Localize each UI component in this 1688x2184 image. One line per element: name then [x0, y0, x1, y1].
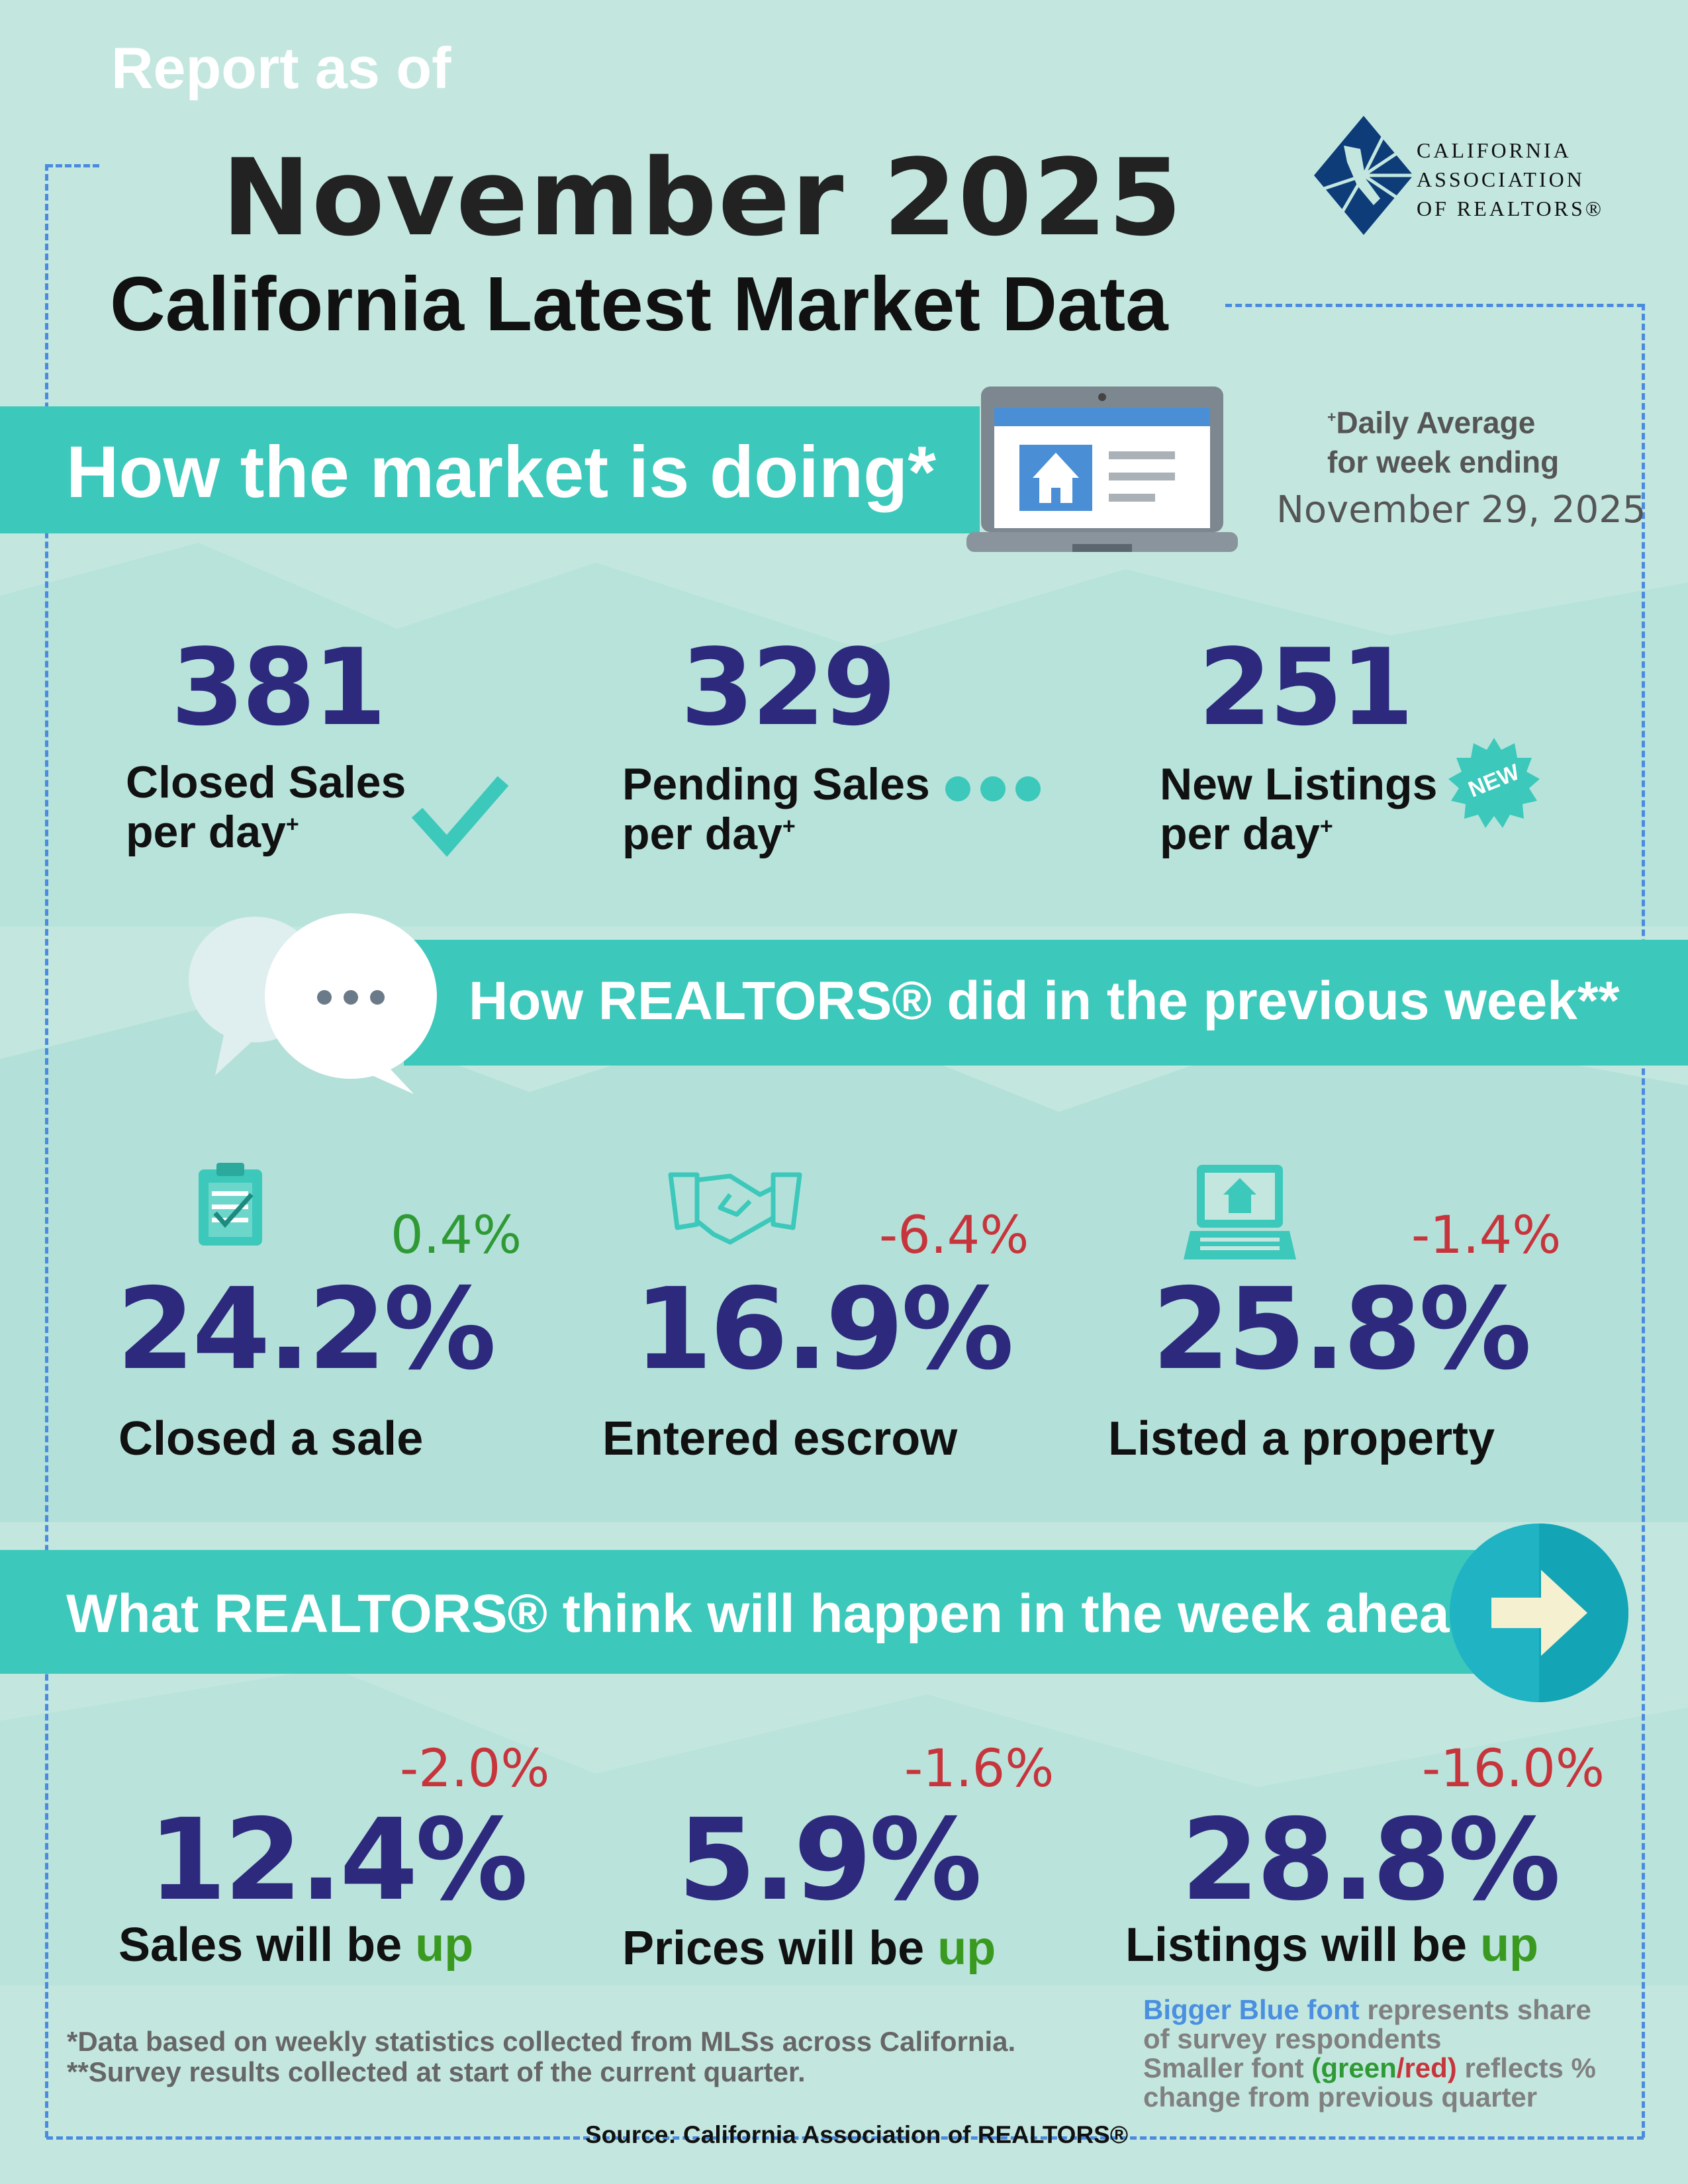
closed-sale-value: 24.2%	[117, 1264, 496, 1395]
listings-change: -16.0%	[1422, 1739, 1605, 1799]
previous-week-banner-title: How REALTORS® did in the previous week**	[469, 971, 1620, 1031]
laptop-house-icon	[1184, 1165, 1296, 1259]
entered-escrow-label: Entered escrow	[602, 1412, 958, 1465]
dots-icon	[945, 776, 1041, 801]
page-title: California Latest Market Data	[110, 261, 1168, 347]
week-ending-label: for week ending	[1327, 445, 1560, 480]
week-ending-date: November 29, 2025	[1276, 488, 1646, 531]
frame-top-left	[46, 164, 99, 167]
listings-label: Listings will be up	[1125, 1919, 1539, 1972]
listed-property-value: 25.8%	[1152, 1264, 1532, 1395]
sales-value: 12.4%	[148, 1795, 528, 1926]
listed-property-change: -1.4%	[1411, 1206, 1562, 1265]
speech-bubbles-icon	[189, 913, 437, 1094]
new-listings-label: New Listings per day+	[1160, 759, 1438, 859]
car-logo-icon	[1314, 116, 1413, 235]
entered-escrow-change: -6.4%	[879, 1206, 1029, 1265]
handshake-icon	[668, 1172, 802, 1245]
daily-average-label: Daily Average	[1336, 405, 1536, 440]
previous-week-banner	[404, 940, 1688, 1066]
frame-bottom	[46, 2136, 1644, 2140]
legend: Bigger Blue font represents share of sur…	[1143, 1994, 1596, 2113]
sales-label: Sales will be up	[118, 1919, 474, 1972]
listed-property-label: Listed a property	[1108, 1412, 1495, 1465]
logo-line-2: ASSOCIATION	[1417, 167, 1585, 191]
logo-line-3: OF REALTORS®	[1417, 197, 1605, 220]
car-logo: CALIFORNIA ASSOCIATION OF REALTORS®	[1314, 116, 1618, 235]
pending-sales-label: Pending Sales per day+	[622, 759, 930, 859]
sales-change: -2.0%	[400, 1739, 550, 1799]
plus-mark: +	[1327, 408, 1336, 426]
source: Source: California Association of REALTO…	[585, 2121, 1129, 2148]
frame-top-right	[1225, 304, 1644, 307]
prices-change: -1.6%	[904, 1739, 1055, 1799]
entered-escrow-value: 16.9%	[634, 1264, 1014, 1395]
new-badge-icon: NEW	[1448, 738, 1540, 829]
clipboard-icon	[199, 1163, 262, 1246]
week-ahead-banner	[0, 1550, 1523, 1674]
prices-label: Prices will be up	[622, 1922, 996, 1975]
laptop-house-illustration	[966, 387, 1238, 552]
closed-sale-label: Closed a sale	[118, 1412, 424, 1465]
checkmark-icon	[411, 776, 509, 857]
closed-sales-value: 381	[171, 625, 387, 749]
frame-right	[1642, 304, 1645, 2138]
footnote-survey: **Survey results collected at start of t…	[67, 2056, 806, 2087]
closed-sales-label: Closed Sales per day+	[126, 757, 406, 857]
report-as-of: Report as of	[111, 35, 451, 101]
new-listings-value: 251	[1198, 625, 1414, 749]
week-ahead-banner-title: What REALTORS® think will happen in the …	[66, 1584, 1525, 1644]
logo-line-1: CALIFORNIA	[1417, 138, 1571, 162]
report-month: November 2025	[222, 136, 1184, 259]
footnote-mls: *Data based on weekly statistics collect…	[67, 2026, 1016, 2057]
listings-value: 28.8%	[1181, 1795, 1561, 1926]
prices-value: 5.9%	[678, 1795, 982, 1926]
market-banner	[0, 406, 980, 533]
pending-sales-value: 329	[680, 625, 896, 749]
market-banner-title: How the market is doing*	[66, 432, 937, 513]
arrow-right-icon	[1450, 1524, 1628, 1702]
closed-sale-change: 0.4%	[391, 1206, 522, 1265]
frame-left	[45, 164, 48, 2138]
